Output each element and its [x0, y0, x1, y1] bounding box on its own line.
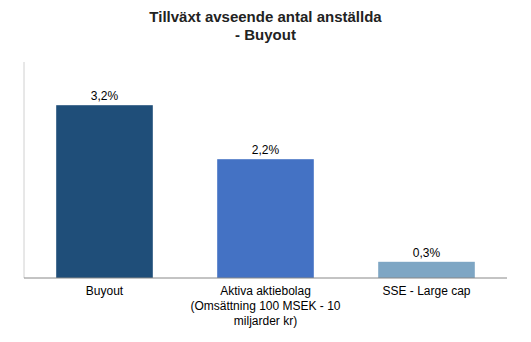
data-label: 3,2%	[91, 89, 119, 103]
data-label: 0,3%	[413, 246, 441, 260]
bars	[56, 105, 475, 278]
x-axis-line	[24, 278, 507, 279]
x-tick-labels: Buyout Aktiva aktiebolag(Omsättning 100 M…	[86, 284, 471, 328]
data-label: 2,2%	[252, 143, 280, 157]
x-tick-label: Buyout	[86, 284, 124, 298]
chart-container: Tillväxt avseende antal anställda- Buyou…	[0, 0, 531, 342]
chart-title: Tillväxt avseende antal anställda- Buyou…	[149, 8, 382, 43]
bar	[378, 262, 475, 278]
y-axis-line	[24, 62, 25, 278]
bar	[56, 105, 153, 278]
data-labels: 3,2% 2,2% 0,3%	[91, 89, 441, 260]
x-tick-label: Aktiva aktiebolag(Omsättning 100 MSEK - …	[190, 284, 340, 328]
bar	[217, 159, 314, 278]
x-tick-label: SSE - Large cap	[382, 284, 470, 298]
chart-svg: Tillväxt avseende antal anställda- Buyou…	[0, 0, 531, 342]
